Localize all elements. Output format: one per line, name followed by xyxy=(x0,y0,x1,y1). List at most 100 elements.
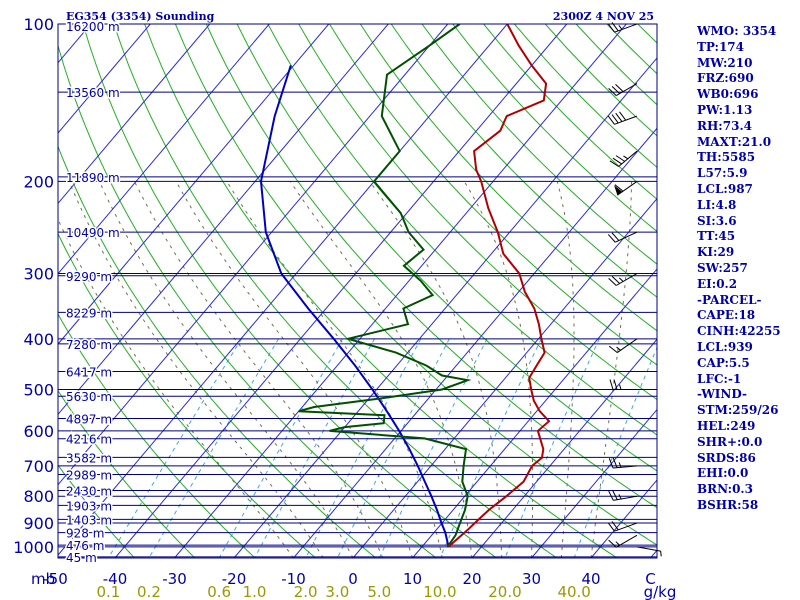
wind-barb-flag xyxy=(612,157,622,165)
height-label: 9290 m xyxy=(66,270,112,284)
pressure-label: 200 xyxy=(23,172,54,191)
pressure-label: 500 xyxy=(23,381,54,400)
pressure-label: 900 xyxy=(23,514,54,533)
temperature-tick-label: C xyxy=(645,570,655,588)
mixing-ratio-label: 2.0 xyxy=(294,583,318,600)
isotherm xyxy=(293,127,657,558)
mixing-ratio-line xyxy=(573,346,657,558)
mixing-ratio-line xyxy=(378,338,488,558)
wind-barb xyxy=(607,111,638,125)
height-label: 2430 m xyxy=(66,484,112,498)
wind-barb xyxy=(636,546,662,557)
temperature-tick-label: -20 xyxy=(222,570,247,588)
height-label: 5630 m xyxy=(66,390,112,404)
index-item: KI:29 xyxy=(697,245,735,260)
height-label: 3582 m xyxy=(66,451,112,465)
height-label: 8229 m xyxy=(66,306,112,320)
wind-barb-staff xyxy=(617,181,638,196)
pressure-label: 700 xyxy=(23,457,54,476)
mixing-ratio-label: 10.0 xyxy=(423,583,456,600)
mixing-ratio-label: 3.0 xyxy=(325,583,349,600)
index-item: SRDS:86 xyxy=(697,450,756,465)
mixing-ratio-label: 0.6 xyxy=(207,583,231,600)
index-item: EHI:0.0 xyxy=(697,466,749,481)
wind-barb xyxy=(608,534,638,548)
wind-barb-flag xyxy=(608,345,618,353)
wind-barb xyxy=(609,150,638,167)
wind-barb-flag xyxy=(607,522,615,532)
isotherm xyxy=(352,197,657,558)
height-label: 10490 m xyxy=(66,226,120,240)
index-item: WMO: 3354 xyxy=(697,24,777,38)
isotherm xyxy=(114,24,568,558)
wind-barb xyxy=(607,521,638,532)
temperature-tick-label: 10 xyxy=(403,570,422,588)
wind-barb-flag xyxy=(619,111,627,121)
wind-barb-flag xyxy=(615,112,623,122)
temperature-tick-label: -50 xyxy=(43,570,68,588)
temperature-tick-label: 30 xyxy=(522,570,541,588)
isotherm xyxy=(412,268,657,558)
mixing-ratio-label: 40.0 xyxy=(557,583,590,600)
moist-adiabat xyxy=(463,181,534,558)
index-item: SW:257 xyxy=(697,260,748,275)
moist-adiabat xyxy=(175,181,413,558)
wind-barb-half-flag xyxy=(616,346,621,351)
mixing-ratio-line xyxy=(107,338,242,558)
pressure-label: 400 xyxy=(23,330,54,349)
wind-barb-staff xyxy=(614,23,638,33)
chart-title-left: EG354 (3354) Sounding xyxy=(66,10,215,23)
wind-barb-flag xyxy=(611,232,620,241)
mixing-ratio-label: 0.2 xyxy=(137,583,161,600)
wind-barb-flag xyxy=(611,22,619,32)
wind-barbs xyxy=(607,22,662,557)
chart-title-right: 2300Z 4 NOV 25 xyxy=(553,10,654,23)
index-item: WB0:696 xyxy=(697,87,759,102)
index-item: -WIND- xyxy=(697,387,747,402)
wind-barb-half-flag xyxy=(619,384,622,390)
wind-barb-flag xyxy=(612,490,618,500)
mixing-ratio-line xyxy=(336,338,450,558)
index-item: BRN:0.3 xyxy=(697,482,753,497)
wind-barb-half-flag xyxy=(615,541,621,546)
dry-adiabat xyxy=(174,24,657,546)
plot-area xyxy=(58,24,657,558)
index-item: L57:5.9 xyxy=(697,166,748,181)
temperature-tick-label: -40 xyxy=(103,570,128,588)
height-label: 1403 m xyxy=(66,513,112,527)
isotherm xyxy=(0,24,31,558)
wind-barb-flag xyxy=(614,184,624,192)
dry-adiabat xyxy=(58,313,256,558)
parcel-profile-line xyxy=(259,65,450,548)
index-item: -PARCEL- xyxy=(697,292,762,307)
temperature-tick-label: -10 xyxy=(281,570,306,588)
wind-barb-half-flag xyxy=(623,155,629,160)
wind-barb-flag xyxy=(608,539,617,548)
wind-barb xyxy=(607,231,638,243)
wind-barb-flag xyxy=(615,84,624,92)
dry-adiabat xyxy=(359,24,657,332)
wind-barb-half-flag xyxy=(618,494,622,500)
isotherm xyxy=(471,338,657,558)
dry-adiabat xyxy=(82,24,497,558)
index-item: HEL:249 xyxy=(697,418,756,433)
index-item: CAP:5.5 xyxy=(697,355,750,370)
index-item: MW:210 xyxy=(697,55,753,70)
dry-adiabat xyxy=(390,24,657,298)
height-label: 13560 m xyxy=(66,86,120,100)
isotherm xyxy=(58,24,508,556)
wind-barb xyxy=(608,338,638,354)
wind-barb-flag xyxy=(608,277,617,286)
dry-adiabat xyxy=(58,389,196,558)
height-label: 928 m xyxy=(66,527,104,541)
index-item: TT:45 xyxy=(697,229,736,244)
wind-barb-flag xyxy=(611,275,621,284)
dry-adiabat xyxy=(205,24,657,509)
wind-barb xyxy=(608,273,638,286)
temperature-tick-label: 20 xyxy=(462,570,481,588)
pressure-label: 100 xyxy=(23,15,54,34)
height-label: 2989 m xyxy=(66,469,112,483)
